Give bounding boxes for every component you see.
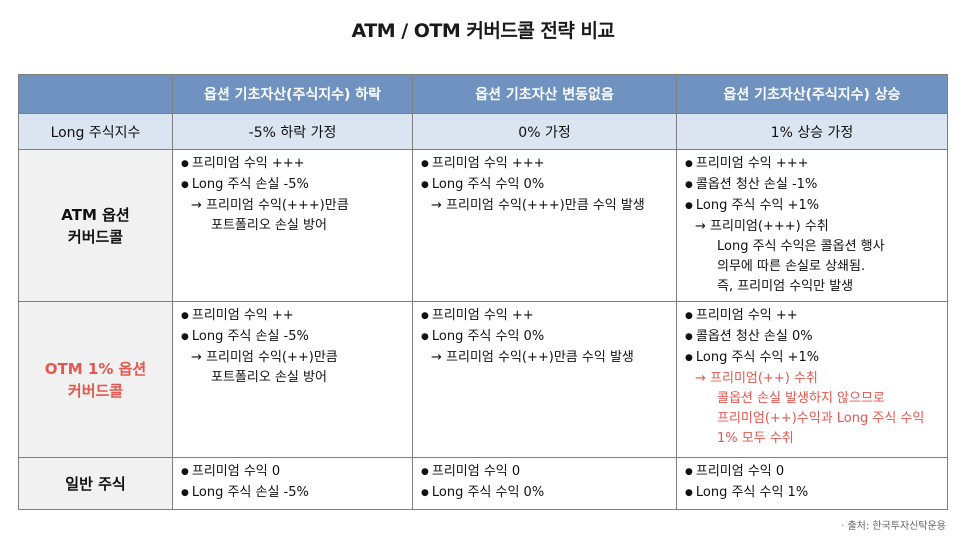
cell-stock-rise: 프리미엄 수익 0 Long 주식 수익 1% [676,457,948,510]
subheader-col-decline: -5% 하락 가정 [172,113,413,150]
row-label-line: 커버드콜 [67,381,124,400]
table-row-otm: OTM 1% 옵션 커버드콜 프리미엄 수익 ++ Long 주식 손실 -5%… [18,301,948,458]
cell-line: 포트폴리오 손실 방어 [211,370,327,385]
cell-line: Long 주식 수익 0% [421,327,670,348]
cell-line: 프리미엄 수익 0 [421,462,670,483]
cell-line: Long 주식 수익 +1% [685,348,941,369]
page-title: ATM / OTM 커버드콜 전략 비교 [351,20,615,42]
cell-line: → 프리미엄 수익(+++)만큼 수익 발생 [431,198,645,213]
cell-line: Long 주식 수익 +1% [685,196,941,217]
cell-line: 즉, 프리미엄 수익만 발생 [717,279,854,294]
cell-line: 프리미엄 수익 ++ [685,306,941,327]
cell-line: 프리미엄 수익 +++ [181,154,406,175]
table-row-atm: ATM 옵션 커버드콜 프리미엄 수익 +++ Long 주식 손실 -5% →… [18,149,948,302]
cell-line: Long 주식 손실 -5% [181,327,406,348]
cell-line: Long 주식 수익 0% [421,175,670,196]
header-col-decline: 옵션 기초자산(주식지수) 하락 [172,74,413,114]
row-label-otm: OTM 1% 옵션 커버드콜 [18,301,173,458]
cell-line-highlight: 프리미엄(++)수익과 Long 주식 수익 [717,411,925,426]
subheader-col-flat: 0% 가정 [412,113,677,150]
row-label-line: OTM 1% 옵션 [44,359,147,378]
cell-atm-flat: 프리미엄 수익 +++ Long 주식 수익 0% → 프리미엄 수익(+++)… [412,149,677,302]
cell-line: 프리미엄 수익 ++ [181,306,406,327]
cell-line: 의무에 따른 손실로 상쇄됨. [717,259,866,274]
cell-line: → 프리미엄 수익(+++)만큼 [191,198,349,213]
cell-line: 콜옵션 청산 손실 0% [685,327,941,348]
comparison-table: 옵션 기초자산(주식지수) 하락 옵션 기초자산 변동없음 옵션 기초자산(주식… [18,74,948,510]
header-corner [18,74,173,114]
cell-line: → 프리미엄 수익(++)만큼 수익 발생 [431,350,634,365]
cell-otm-rise: 프리미엄 수익 ++ 콜옵션 청산 손실 0% Long 주식 수익 +1% →… [676,301,948,458]
cell-atm-decline: 프리미엄 수익 +++ Long 주식 손실 -5% → 프리미엄 수익(+++… [172,149,413,302]
subheader-col-rise: 1% 상승 가정 [676,113,948,150]
cell-stock-decline: 프리미엄 수익 0 Long 주식 손실 -5% [172,457,413,510]
cell-line: → 프리미엄(+++) 수취 [695,219,829,234]
cell-line: Long 주식 수익 0% [421,483,670,504]
cell-line: 포트폴리오 손실 방어 [211,218,327,233]
cell-stock-flat: 프리미엄 수익 0 Long 주식 수익 0% [412,457,677,510]
cell-line: 콜옵션 청산 손실 -1% [685,175,941,196]
header-col-flat: 옵션 기초자산 변동없음 [412,74,677,114]
table-row-stock: 일반 주식 프리미엄 수익 0 Long 주식 손실 -5% 프리미엄 수익 0… [18,457,948,510]
cell-line: 프리미엄 수익 0 [181,462,406,483]
cell-line: Long 주식 수익 1% [685,483,941,504]
row-label-line: ATM 옵션 [61,205,130,224]
cell-otm-decline: 프리미엄 수익 ++ Long 주식 손실 -5% → 프리미엄 수익(++)만… [172,301,413,458]
cell-line-highlight: 콜옵션 손실 발생하지 않으므로 [717,391,885,406]
subheader-label: Long 주식지수 [18,113,173,150]
header-row: 옵션 기초자산(주식지수) 하락 옵션 기초자산 변동없음 옵션 기초자산(주식… [18,74,948,114]
cell-line: 프리미엄 수익 +++ [421,154,670,175]
header-col-rise: 옵션 기초자산(주식지수) 상승 [676,74,948,114]
cell-line: Long 주식 수익은 콜옵션 행사 [717,239,885,254]
row-label-atm: ATM 옵션 커버드콜 [18,149,173,302]
cell-line-highlight: 1% 모두 수취 [717,431,794,446]
cell-line: 프리미엄 수익 +++ [685,154,941,175]
row-label-line: 일반 주식 [65,474,126,493]
source-note: · 출처: 한국투자신탁운용 [841,521,946,532]
cell-line: 프리미엄 수익 ++ [421,306,670,327]
cell-otm-flat: 프리미엄 수익 ++ Long 주식 수익 0% → 프리미엄 수익(++)만큼… [412,301,677,458]
cell-line: 프리미엄 수익 0 [685,462,941,483]
row-label-line: 커버드콜 [67,227,124,246]
cell-line: Long 주식 손실 -5% [181,483,406,504]
row-label-stock: 일반 주식 [18,457,173,510]
cell-line-highlight: → 프리미엄(++) 수취 [695,371,818,386]
cell-atm-rise: 프리미엄 수익 +++ 콜옵션 청산 손실 -1% Long 주식 수익 +1%… [676,149,948,302]
subheader-row: Long 주식지수 -5% 하락 가정 0% 가정 1% 상승 가정 [18,113,948,150]
cell-line: → 프리미엄 수익(++)만큼 [191,350,338,365]
cell-line: Long 주식 손실 -5% [181,175,406,196]
